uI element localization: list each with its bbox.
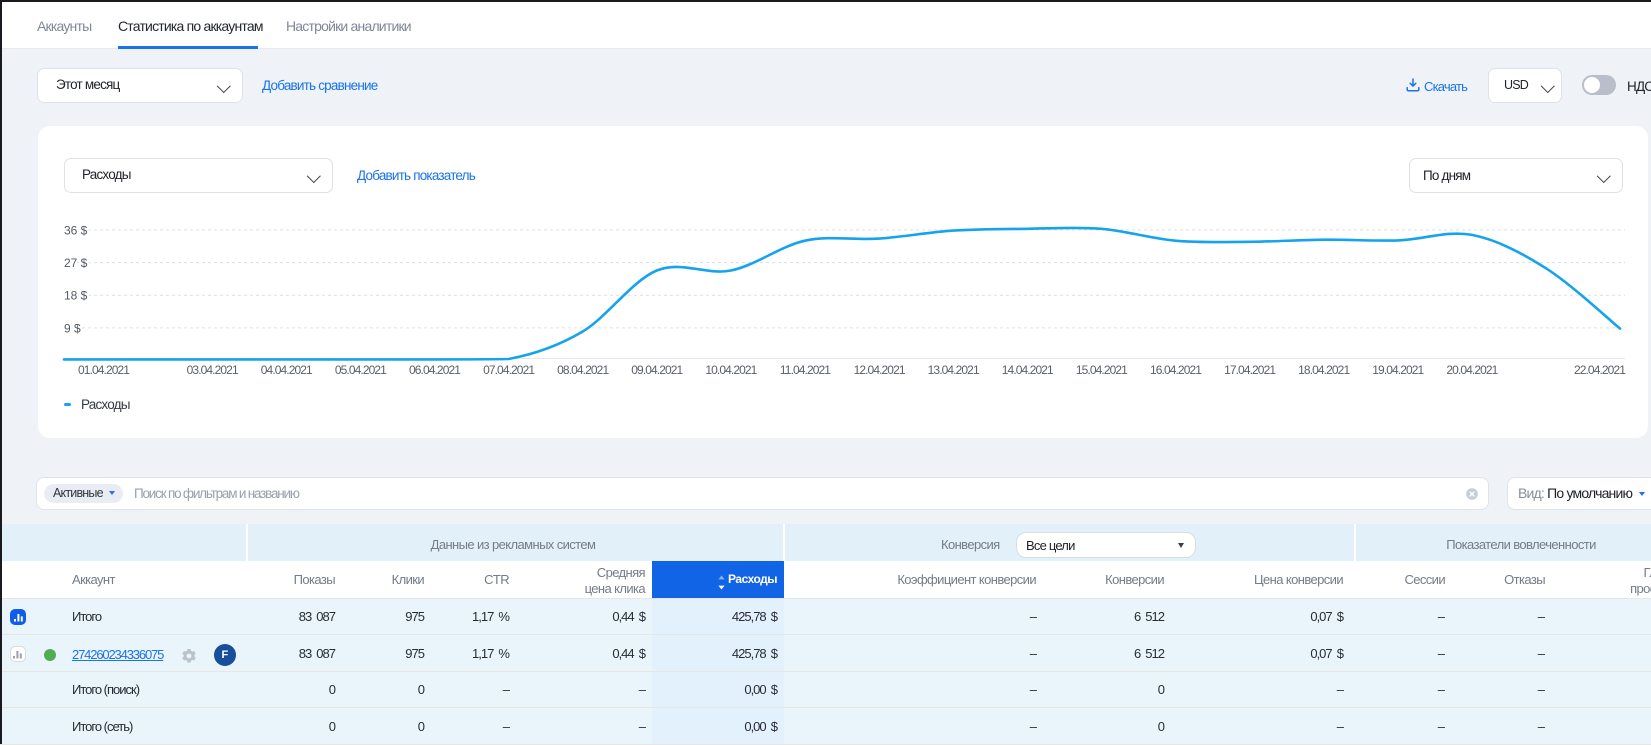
svg-text:10.04.2021: 10.04.2021 <box>705 363 757 377</box>
svg-text:11.04.2021: 11.04.2021 <box>780 363 831 377</box>
svg-text:03.04.2021: 03.04.2021 <box>187 363 239 377</box>
svg-text:12.04.2021: 12.04.2021 <box>854 363 906 377</box>
svg-text:09.04.2021: 09.04.2021 <box>631 363 683 377</box>
svg-text:06.04.2021: 06.04.2021 <box>409 363 461 377</box>
svg-text:14.04.2021: 14.04.2021 <box>1002 363 1054 377</box>
svg-text:15.04.2021: 15.04.2021 <box>1076 363 1128 377</box>
svg-text:04.04.2021: 04.04.2021 <box>261 363 313 377</box>
svg-text:20.04.2021: 20.04.2021 <box>1446 363 1498 377</box>
svg-text:27 $: 27 $ <box>64 256 88 270</box>
svg-text:17.04.2021: 17.04.2021 <box>1224 363 1276 377</box>
svg-text:18.04.2021: 18.04.2021 <box>1298 363 1350 377</box>
svg-text:18 $: 18 $ <box>64 289 88 303</box>
svg-text:9 $: 9 $ <box>64 321 81 335</box>
svg-text:07.04.2021: 07.04.2021 <box>483 363 535 377</box>
svg-text:22.04.2021: 22.04.2021 <box>1574 363 1626 377</box>
svg-text:36 $: 36 $ <box>64 223 88 237</box>
svg-text:08.04.2021: 08.04.2021 <box>557 363 609 377</box>
svg-text:13.04.2021: 13.04.2021 <box>928 363 980 377</box>
svg-text:01.04.2021: 01.04.2021 <box>78 363 130 377</box>
svg-text:19.04.2021: 19.04.2021 <box>1372 363 1424 377</box>
svg-text:05.04.2021: 05.04.2021 <box>335 363 387 377</box>
svg-text:16.04.2021: 16.04.2021 <box>1150 363 1202 377</box>
